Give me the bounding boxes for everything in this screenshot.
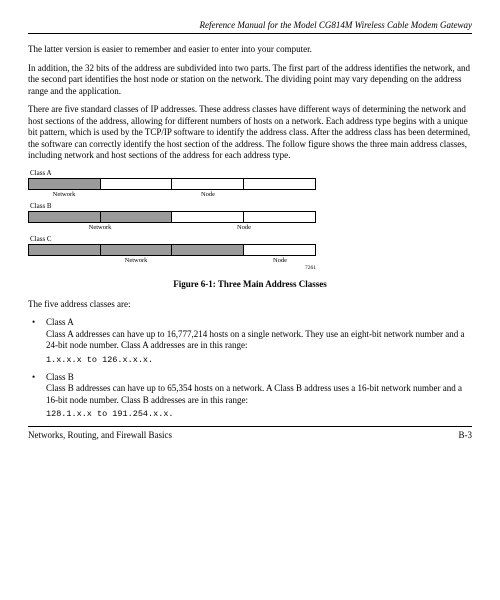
annotation-row: NetworkNode	[28, 224, 316, 231]
bar-cell	[244, 179, 316, 189]
annotation-label: Node	[244, 257, 316, 264]
bar-cell	[172, 245, 244, 255]
bar-cell	[244, 212, 316, 222]
address-bar	[28, 211, 316, 223]
annotation-label: Network	[28, 257, 244, 264]
bar-cell	[29, 212, 101, 222]
address-class-diagram: Class ANetworkNodeClass BNetworkNodeClas…	[28, 169, 472, 271]
annotation-label: Node	[172, 224, 316, 231]
class-list: Class AClass A addresses can have up to …	[28, 317, 472, 420]
figure-number: 7261	[28, 265, 316, 271]
bar-row	[28, 244, 472, 256]
address-bar	[28, 178, 316, 190]
class-range: 1.x.x.x to 126.x.x.x.	[46, 355, 472, 366]
annotation-label: Node	[100, 191, 316, 198]
bar-row	[28, 178, 472, 190]
bar-row	[28, 211, 472, 223]
class-list-item: Class BClass B addresses can have up to …	[28, 372, 472, 420]
paragraph-3: There are five standard classes of IP ad…	[28, 104, 472, 162]
bar-cell	[29, 179, 101, 189]
class-title: Class A	[46, 317, 472, 329]
annotation-label: Network	[28, 191, 100, 198]
bar-cell	[101, 212, 173, 222]
annotation-label: Network	[28, 224, 172, 231]
class-label: Class B	[30, 202, 472, 210]
paragraph-4: The five address classes are:	[28, 299, 472, 311]
paragraph-2: In addition, the 32 bits of the address …	[28, 63, 472, 98]
footer-right: B-3	[459, 430, 473, 440]
class-range: 128.1.x.x to 191.254.x.x.	[46, 409, 472, 420]
address-bar	[28, 244, 316, 256]
bar-cell	[244, 245, 316, 255]
class-label: Class A	[30, 169, 472, 177]
page: Reference Manual for the Model CG814M Wi…	[0, 0, 500, 452]
class-label: Class C	[30, 235, 472, 243]
running-head: Reference Manual for the Model CG814M Wi…	[28, 20, 472, 34]
bar-cell	[29, 245, 101, 255]
class-body: Class A addresses can have up to 16,777,…	[46, 329, 465, 351]
annotation-row: NetworkNode	[28, 191, 316, 198]
class-list-item: Class AClass A addresses can have up to …	[28, 317, 472, 365]
footer-left: Networks, Routing, and Firewall Basics	[28, 430, 172, 440]
paragraph-1: The latter version is easier to remember…	[28, 44, 472, 56]
class-title: Class B	[46, 372, 472, 384]
annotation-row: NetworkNode	[28, 257, 316, 264]
bar-cell	[101, 179, 173, 189]
figure-caption: Figure 6-1: Three Main Address Classes	[28, 279, 472, 289]
bar-cell	[172, 212, 244, 222]
bar-cell	[172, 179, 244, 189]
bar-cell	[101, 245, 173, 255]
class-body: Class B addresses can have up to 65,354 …	[46, 383, 462, 405]
page-footer: Networks, Routing, and Firewall Basics B…	[28, 426, 472, 440]
